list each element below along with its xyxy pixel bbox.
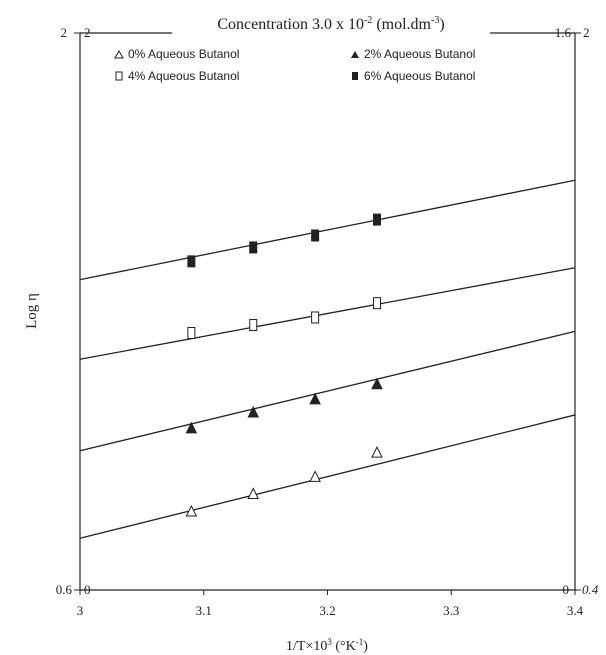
data-point-3-1 — [249, 241, 258, 254]
y-axis-label: Log η — [24, 293, 40, 329]
fit-line-2 — [79, 267, 576, 360]
x-tick-label: 3.4 — [567, 603, 584, 618]
right-axis-inner-bottom-label: 0 — [563, 582, 570, 597]
legend-label-3: 6% Aqueous Butanol — [364, 69, 475, 83]
data-point-1-1 — [247, 405, 260, 418]
data-point-2-1 — [249, 319, 258, 332]
left-axis-outer-top-label: 2 — [61, 25, 68, 40]
data-point-0-3 — [371, 446, 383, 458]
legend-label-0: 0% Aqueous Butanol — [128, 47, 239, 61]
x-tick-label: 3.2 — [319, 603, 335, 618]
right-axis-outer-top-label: 2 — [583, 25, 590, 40]
data-point-1-2 — [309, 392, 321, 405]
data-point-2-3 — [373, 297, 381, 310]
legend-marker-open-triangle — [114, 49, 124, 59]
data-point-2-2 — [311, 311, 320, 324]
data-point-3-3 — [373, 213, 381, 226]
legend: 0% Aqueous Butanol 2% Aqueous Butanol 4%… — [114, 47, 475, 83]
fit-line-3 — [79, 179, 576, 281]
fit-lines — [79, 179, 576, 539]
data-point-0-0 — [185, 504, 198, 517]
legend-item-3: 6% Aqueous Butanol — [352, 69, 475, 83]
chart-title: Concentration 3.0 x 10-2 (mol.dm-3) — [217, 15, 444, 33]
x-ticks: 3 3.1 3.2 3.3 3.4 — [77, 590, 584, 618]
x-tick-label: 3.3 — [443, 603, 459, 618]
legend-item-0: 0% Aqueous Butanol — [114, 47, 239, 61]
x-axis-label: 1/T×103 (°K-1) — [286, 637, 368, 654]
fit-line-0 — [79, 414, 576, 539]
data-point-3-2 — [311, 229, 320, 242]
data-points — [185, 213, 383, 517]
x-tick-label: 3 — [77, 603, 84, 618]
left-axis-inner-bottom-label: 0 — [84, 582, 91, 597]
legend-marker-filled-triangle — [351, 51, 359, 58]
legend-label-1: 2% Aqueous Butanol — [364, 47, 475, 61]
data-point-3-0 — [187, 255, 196, 268]
data-point-0-2 — [309, 470, 321, 482]
left-axis-inner-top-label: 2 — [84, 25, 91, 40]
data-point-1-3 — [371, 377, 383, 390]
x-tick-label: 3.1 — [196, 603, 212, 618]
fit-line-1 — [79, 330, 576, 452]
legend-marker-filled-square — [352, 72, 358, 80]
legend-item-2: 4% Aqueous Butanol — [115, 69, 239, 83]
legend-item-1: 2% Aqueous Butanol — [351, 47, 475, 61]
data-point-2-0 — [187, 326, 196, 339]
data-point-0-1 — [247, 487, 260, 500]
right-axis-inner-top-label: 1.6 — [555, 25, 572, 40]
data-point-1-0 — [185, 421, 198, 434]
right-axis-outer-bottom-label: 0.4 — [582, 582, 599, 597]
left-axis-outer-bottom-label: 0.6 — [56, 582, 73, 597]
legend-marker-open-square — [115, 71, 123, 81]
legend-label-2: 4% Aqueous Butanol — [128, 69, 239, 83]
